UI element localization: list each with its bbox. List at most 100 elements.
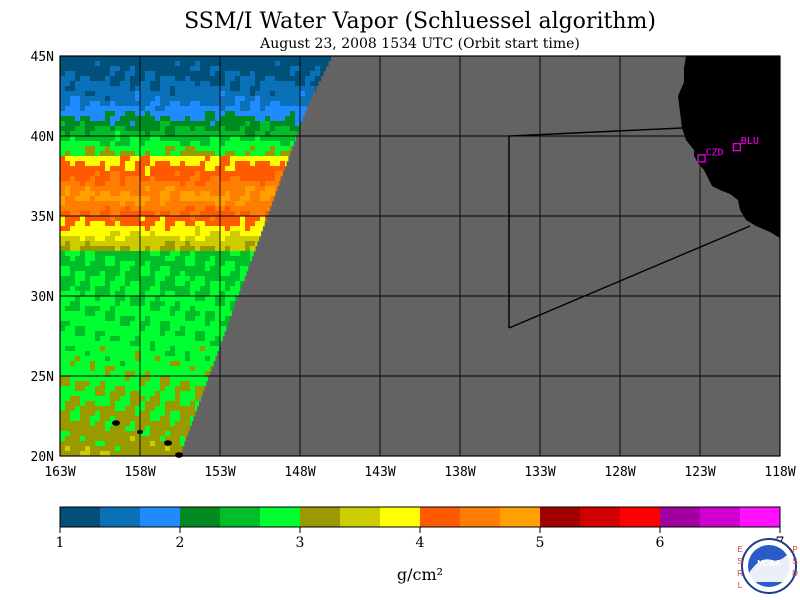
- vapor-cell: [115, 176, 121, 182]
- vapor-cell: [160, 241, 166, 247]
- vapor-cell: [205, 201, 211, 207]
- vapor-cell: [200, 356, 206, 362]
- vapor-cell: [65, 211, 71, 217]
- vapor-cell: [135, 346, 141, 352]
- vapor-cell: [85, 311, 91, 317]
- vapor-cell: [170, 181, 176, 187]
- vapor-cell: [170, 261, 176, 267]
- vapor-cell: [100, 281, 106, 287]
- vapor-cell: [160, 231, 166, 237]
- vapor-cell: [230, 191, 236, 197]
- vapor-cell: [255, 246, 256, 252]
- vapor-cell: [265, 151, 271, 157]
- vapor-cell: [215, 136, 221, 142]
- vapor-cell: [210, 81, 216, 87]
- vapor-cell: [60, 256, 66, 262]
- vapor-cell: [105, 61, 111, 67]
- vapor-cell: [120, 436, 126, 442]
- vapor-cell: [135, 236, 141, 242]
- vapor-cell: [190, 336, 196, 342]
- vapor-cell: [110, 396, 116, 402]
- vapor-cell: [110, 161, 116, 167]
- vapor-cell: [155, 366, 161, 372]
- vapor-cell: [235, 71, 241, 77]
- vapor-cell: [65, 191, 71, 197]
- vapor-cell: [75, 286, 81, 292]
- vapor-cell: [130, 136, 136, 142]
- vapor-cell: [130, 116, 136, 122]
- vapor-cell: [170, 386, 176, 392]
- vapor-cell: [130, 186, 136, 192]
- vapor-cell: [120, 141, 126, 147]
- vapor-cell: [95, 276, 101, 282]
- vapor-cell: [90, 351, 96, 357]
- vapor-cell: [135, 146, 141, 152]
- vapor-cell: [125, 256, 131, 262]
- vapor-cell: [170, 426, 176, 432]
- vapor-cell: [195, 341, 201, 347]
- vapor-cell: [125, 106, 131, 112]
- vapor-cell: [80, 426, 86, 432]
- vapor-cell: [140, 381, 146, 387]
- vapor-cell: [135, 121, 141, 127]
- vapor-cell: [90, 61, 96, 67]
- vapor-cell: [90, 86, 96, 92]
- vapor-cell: [170, 356, 176, 362]
- vapor-cell: [135, 116, 141, 122]
- vapor-cell: [125, 146, 131, 152]
- vapor-cell: [120, 146, 126, 152]
- vapor-cell: [175, 246, 181, 252]
- vapor-cell: [205, 376, 209, 382]
- vapor-cell: [70, 336, 76, 342]
- vapor-cell: [205, 296, 211, 302]
- vapor-cell: [80, 146, 86, 152]
- vapor-cell: [125, 366, 131, 372]
- vapor-cell: [155, 136, 161, 142]
- vapor-cell: [65, 181, 71, 187]
- vapor-cell: [115, 241, 121, 247]
- vapor-cell: [125, 391, 131, 397]
- vapor-cell: [230, 261, 236, 267]
- vapor-cell: [195, 346, 201, 352]
- vapor-cell: [130, 316, 136, 322]
- vapor-cell: [155, 286, 161, 292]
- vapor-cell: [125, 231, 131, 237]
- vapor-cell: [190, 346, 196, 352]
- vapor-cell: [160, 176, 166, 182]
- vapor-cell: [180, 81, 186, 87]
- vapor-cell: [100, 131, 106, 137]
- vapor-cell: [205, 156, 211, 162]
- vapor-cell: [175, 81, 181, 87]
- vapor-cell: [80, 336, 86, 342]
- vapor-cell: [165, 436, 171, 442]
- vapor-cell: [135, 261, 141, 267]
- vapor-cell: [190, 126, 196, 132]
- vapor-cell: [65, 436, 71, 442]
- vapor-cell: [75, 446, 81, 452]
- vapor-cell: [115, 161, 121, 167]
- vapor-cell: [185, 141, 191, 147]
- vapor-cell: [130, 401, 136, 407]
- vapor-cell: [105, 236, 111, 242]
- vapor-cell: [165, 136, 171, 142]
- vapor-cell: [295, 76, 301, 82]
- vapor-cell: [165, 296, 171, 302]
- vapor-cell: [65, 261, 71, 267]
- vapor-cell: [75, 196, 81, 202]
- vapor-cell: [295, 131, 298, 137]
- vapor-cell: [140, 121, 146, 127]
- vapor-cell: [190, 201, 196, 207]
- vapor-cell: [135, 226, 141, 232]
- vapor-cell: [95, 81, 101, 87]
- vapor-cell: [190, 401, 196, 407]
- vapor-cell: [70, 416, 76, 422]
- vapor-cell: [165, 316, 171, 322]
- vapor-cell: [95, 216, 101, 222]
- vapor-cell: [290, 121, 296, 127]
- vapor-cell: [100, 61, 106, 67]
- vapor-cell: [115, 446, 121, 452]
- vapor-cell: [195, 376, 201, 382]
- vapor-cell: [130, 91, 136, 97]
- vapor-cell: [140, 216, 146, 222]
- vapor-cell: [270, 116, 276, 122]
